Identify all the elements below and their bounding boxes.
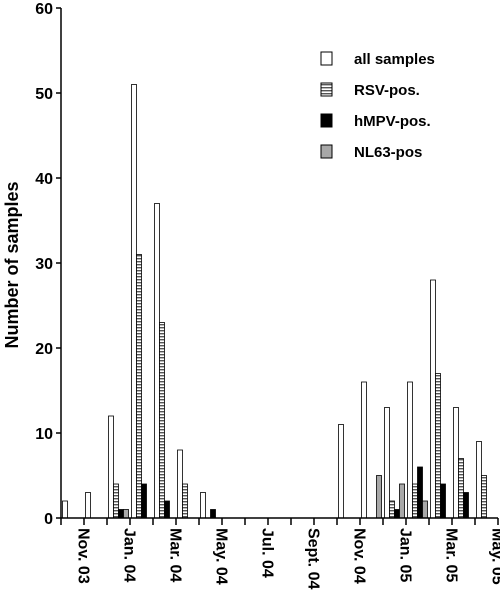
bar-open-17 <box>453 407 459 519</box>
bar-black-15 <box>417 466 423 519</box>
y-tick-label: 40 <box>35 171 53 188</box>
bar-open-12 <box>338 424 344 519</box>
bar-open-3 <box>131 84 137 519</box>
bar-hatched-17 <box>458 458 464 519</box>
legend-label: all samples <box>354 51 435 68</box>
y-axis-title: Number of samples <box>2 181 22 348</box>
x-tick-label: May. 04 <box>213 528 230 585</box>
bar-hatched-16 <box>435 373 441 519</box>
x-tick-label: Sept. 04 <box>305 528 322 589</box>
bar-open-2 <box>108 415 114 519</box>
bar-black-16 <box>440 483 446 519</box>
bar-open-16 <box>430 279 436 519</box>
bar-gray-13 <box>376 475 382 519</box>
legend-swatch-open <box>320 51 333 66</box>
x-tick-label: Mar. 05 <box>443 528 460 582</box>
bar-open-0 <box>62 500 68 519</box>
x-tick-label: Mar. 04 <box>167 528 184 582</box>
bar-hatched-4 <box>159 322 165 519</box>
bar-black-17 <box>463 492 469 519</box>
x-ticks-group: Nov. 03 Jan. 04 Mar. 04 May. 04 Jul. 04 Sept.… <box>60 518 500 589</box>
bar-hatched-5 <box>182 483 188 519</box>
legend-label: RSV-pos. <box>354 82 420 99</box>
x-tick-label: Jan. 04 <box>121 528 138 582</box>
legend: all samples RSV-pos. hMPV-pos. NL63-pos <box>306 40 471 170</box>
y-tick-label: 10 <box>35 426 53 443</box>
legend-swatch-hatched <box>320 82 333 97</box>
y-tick-label: 20 <box>35 341 53 358</box>
bar-open-1 <box>85 492 91 519</box>
x-tick-label: Jan. 05 <box>397 528 414 582</box>
bar-open-6 <box>200 492 206 519</box>
x-tick-label: Nov. 04 <box>351 528 368 584</box>
x-tick-label: May. 05 <box>489 528 500 585</box>
y-tick-label: 30 <box>35 256 53 273</box>
bar-open-5 <box>177 449 183 519</box>
bar-hatched-15 <box>412 483 418 519</box>
bar-black-4 <box>164 500 170 519</box>
bar-hatched-3 <box>136 254 142 519</box>
y-ticks-group: 0 10 20 30 40 50 60 <box>35 1 61 528</box>
y-tick-label: 0 <box>44 511 53 528</box>
legend-label: NL63-pos <box>354 144 422 161</box>
bar-black-3 <box>141 483 147 519</box>
bar-hatched-2 <box>113 483 119 519</box>
bar-hatched-14 <box>389 500 395 519</box>
legend-swatch-gray <box>320 144 333 159</box>
bar-gray-14 <box>399 483 405 519</box>
legend-label: hMPV-pos. <box>354 113 431 130</box>
bar-black-6 <box>210 509 216 519</box>
bar-black-2 <box>118 509 124 519</box>
bar-open-14 <box>384 407 390 519</box>
bar-open-13 <box>361 381 367 519</box>
bar-gray-2 <box>123 509 129 519</box>
legend-box <box>306 40 471 170</box>
x-tick-label: Jul. 04 <box>259 528 276 578</box>
bar-gray-15 <box>422 500 428 519</box>
x-tick-label: Nov. 03 <box>75 528 92 584</box>
y-tick-label: 50 <box>35 86 53 103</box>
bar-open-18 <box>476 441 482 519</box>
y-tick-label: 60 <box>35 1 53 18</box>
bars-group <box>62 84 487 519</box>
legend-swatch-black <box>320 113 333 128</box>
bar-hatched-18 <box>481 475 487 519</box>
bar-open-4 <box>154 203 160 519</box>
bar-open-15 <box>407 381 413 519</box>
bar-black-14 <box>394 509 400 519</box>
